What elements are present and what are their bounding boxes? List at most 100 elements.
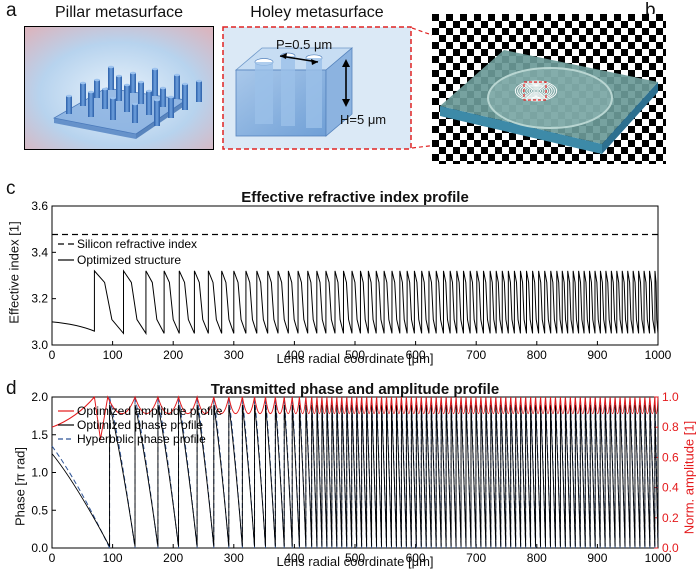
- chart-d-title: Transmitted phase and amplitude profile: [210, 381, 500, 398]
- pillar-top: [94, 78, 100, 82]
- lens-ring: [514, 80, 558, 102]
- pillar-top: [138, 80, 144, 84]
- chart-d-ytick-label: 1.5: [31, 428, 48, 442]
- chart-d-xtick-label: 600: [406, 551, 426, 565]
- pillar-top: [116, 74, 122, 78]
- pillar-top: [124, 83, 130, 87]
- chart-c-ytick-label: 3.6: [31, 199, 48, 213]
- pillar: [138, 82, 144, 104]
- chart-c-title: Effective refractive index profile: [241, 189, 469, 206]
- pillar: [108, 67, 114, 90]
- pillar-top: [108, 65, 114, 69]
- holey-metasurface-illustration: [222, 26, 412, 150]
- chart-c-xtick-label: 100: [103, 348, 123, 362]
- lens-ring: [533, 89, 539, 93]
- chart-d-ytick-right-label: 0.0: [662, 541, 679, 555]
- pillar: [88, 92, 94, 117]
- pillar: [94, 80, 100, 98]
- chart-c-legend-label: Optimized structure: [77, 253, 181, 267]
- chart-d-xtick-label: 900: [587, 551, 607, 565]
- chart-d-legend-label: Optimized phase profile: [77, 418, 203, 432]
- pillar: [154, 100, 160, 126]
- panel-label-a: a: [6, 0, 17, 21]
- pillar: [124, 85, 130, 112]
- optimized-index-line: [51, 269, 659, 336]
- chart-c-xlabel: Lens radial coordinate [μm]: [276, 351, 434, 366]
- chart-d-xtick-label: 100: [103, 551, 123, 565]
- chart-c-ytick-label: 3.4: [31, 245, 48, 259]
- chart-d-xtick-label: 800: [527, 551, 547, 565]
- chart-d-ytick-label: 0.0: [31, 541, 48, 555]
- chart-d-xtick-label: 500: [345, 551, 365, 565]
- chart-d-xtick-label: 200: [163, 551, 183, 565]
- pillar: [146, 91, 152, 115]
- pillar: [110, 98, 116, 120]
- chart-d-ytick-right-label: 0.8: [662, 420, 679, 434]
- chart-c-xtick-label: 800: [527, 348, 547, 362]
- pillar-top: [182, 82, 188, 86]
- pillar-top: [80, 81, 86, 85]
- period-label: P=0.5 μm: [276, 37, 333, 52]
- pillar-metasurface-title: Pillar metasurface: [54, 4, 184, 21]
- chart-d-legend-label: Optimized amplitude profile: [77, 404, 223, 418]
- pillar: [196, 81, 202, 102]
- pillar-top: [168, 95, 174, 99]
- chart-d-ytick-right-label: 0.4: [662, 481, 679, 495]
- chart-c-xtick-label: 900: [587, 348, 607, 362]
- pillar-top: [174, 73, 180, 77]
- lens-ring: [528, 87, 544, 95]
- chart-d-ytick-label: 2.0: [31, 390, 48, 404]
- chart-d-legend-label: Hyperbolic phase profile: [77, 432, 206, 446]
- chart-d-xtick-label: 700: [466, 551, 486, 565]
- chart-c-xtick-label: 500: [345, 348, 365, 362]
- pillar-top: [110, 96, 116, 100]
- chart-d-ytick-right-label: 0.2: [662, 511, 679, 525]
- panel-label-c: c: [6, 178, 16, 199]
- pillar: [116, 76, 122, 101]
- metalens-checkerboard-illustration: [432, 14, 666, 164]
- chart-c-ytick-label: 3.0: [31, 338, 48, 352]
- pillar-top: [196, 79, 202, 83]
- pillar: [80, 83, 86, 106]
- lens-ring: [519, 82, 553, 100]
- pillar-top: [66, 94, 72, 98]
- pillar-top: [88, 90, 94, 94]
- chart-c-xtick-label: 1000: [645, 348, 672, 362]
- chart-c-xtick-label: 400: [284, 348, 304, 362]
- lens-ring: [521, 83, 551, 99]
- pillar: [182, 84, 188, 110]
- panel-label-d: d: [6, 378, 17, 399]
- lens-ring: [530, 88, 542, 94]
- pillar-top: [146, 89, 152, 93]
- pillar-array: [66, 65, 202, 126]
- chart-d-ytick-label: 0.5: [31, 503, 48, 517]
- chart-d-ytick-right-label: 1.0: [662, 390, 679, 404]
- pillar-top: [154, 98, 160, 102]
- pillar-top: [160, 86, 166, 90]
- chart-d-xtick-label: 1000: [645, 551, 672, 565]
- chart-c-xtick-label: 200: [163, 348, 183, 362]
- chart-d-ytick-label: 1.0: [31, 466, 48, 480]
- lens-ring: [526, 86, 546, 96]
- chart-c-xtick-label: 700: [466, 348, 486, 362]
- pillar-top: [102, 87, 108, 91]
- pillar-metasurface-illustration: [24, 26, 214, 150]
- height-label: H=5 μm: [340, 112, 387, 127]
- chart-c-ytick-label: 3.2: [31, 292, 48, 306]
- holey-metasurface-title: Holey metasurface: [250, 4, 384, 21]
- optimized-phase-line: [51, 404, 659, 547]
- pillar: [168, 97, 174, 118]
- pillar-top: [130, 71, 136, 75]
- pillar: [132, 104, 138, 123]
- chart-d-ytick-right-label: 0.6: [662, 450, 679, 464]
- pillar: [152, 69, 158, 96]
- chart-d-xtick-label: 300: [224, 551, 244, 565]
- pillar: [130, 73, 136, 93]
- chart-c-legend-label: Silicon refractive index: [77, 237, 197, 251]
- pillar: [66, 96, 72, 114]
- panel-label-b: b: [645, 0, 656, 21]
- chart-d-xtick-label: 0: [49, 551, 56, 565]
